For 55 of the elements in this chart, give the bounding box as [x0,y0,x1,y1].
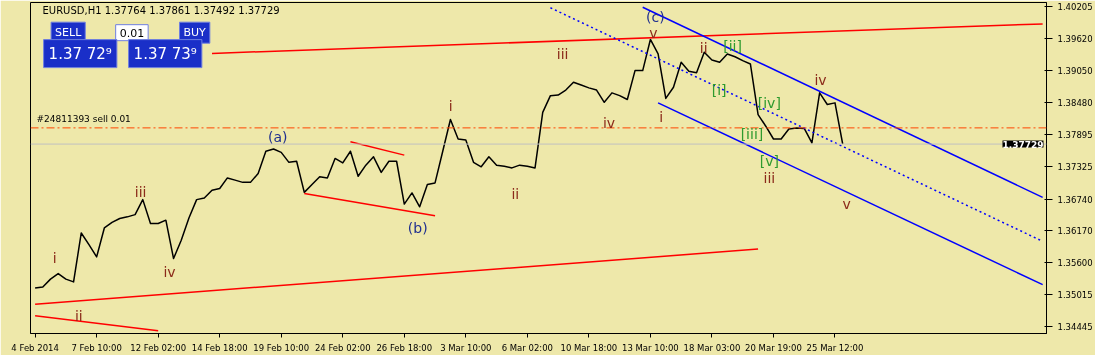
annotation: [iii] [740,125,764,142]
annotation: i [448,97,453,114]
annotation: iii [556,46,569,63]
annotation: (a) [267,128,288,145]
y-tick-label: 1.36170 [1057,226,1093,237]
y-tick-label: 1.36740 [1057,194,1093,205]
x-tick-label: 13 Mar 10:00 [622,342,679,353]
annotation: iv [163,264,176,281]
ref-line-label: #24811393 sell 0.01 [36,113,131,124]
y-tick-label: 1.39050 [1057,66,1093,77]
y-tick-label: 1.38480 [1057,97,1093,108]
x-tick-label: 20 Mar 19:00 [745,342,802,353]
annotation: v [842,196,851,213]
annotation: ii [74,307,83,324]
annotation: (c) [646,9,665,26]
y-tick-label: 1.37895 [1057,130,1093,141]
x-tick-label: 4 Feb 2014 [11,342,59,353]
x-tick-label: 6 Mar 02:00 [501,342,554,353]
annotation: ii [699,40,708,57]
annotation: iii [763,169,776,186]
annotation: BUY [183,26,207,40]
x-tick-label: 25 Mar 12:00 [806,342,864,353]
y-tick-label: 1.37325 [1057,162,1093,173]
x-tick-label: 10 Mar 18:00 [560,342,618,353]
annotation: i [659,109,664,126]
y-tick-label: 1.35600 [1057,257,1093,268]
annotation: iv [814,72,827,89]
annotation: ii [511,186,520,203]
annotation: SELL [55,26,83,40]
annotation: 1.37 72⁹ [48,44,112,63]
x-tick-label: 14 Feb 18:00 [191,342,248,353]
y-tick-label: 1.34445 [1057,322,1093,333]
x-tick-label: 18 Mar 03:00 [683,342,741,353]
chart-title: EURUSD,H1 1.37764 1.37861 1.37492 1.37729 [42,4,280,16]
x-tick-label: 7 Feb 10:00 [71,342,122,353]
ref-line-label: 1.37729 [1002,139,1044,150]
annotation: i [52,249,57,266]
y-tick-label: 1.35015 [1057,290,1093,301]
annotation: iv [602,115,616,132]
annotation: 0.01 [119,26,145,40]
x-tick-label: 26 Feb 18:00 [376,342,433,353]
x-tick-label: 3 Mar 10:00 [440,342,492,353]
line-series [34,38,844,289]
y-tick-label: 1.40205 [1057,1,1093,12]
annotation: (b) [407,220,428,237]
y-tick-label: 1.39620 [1057,34,1093,45]
x-tick-label: 24 Feb 02:00 [314,342,371,353]
annotation: [iv] [757,94,781,111]
annotation: v [649,24,658,41]
annotation: [i] [711,82,727,99]
x-tick-label: 12 Feb 02:00 [130,342,187,353]
annotation: [v] [759,153,779,170]
annotation: 1.37 73⁹ [133,44,197,63]
x-tick-label: 19 Feb 10:00 [253,342,310,353]
annotation: iii [134,184,147,201]
